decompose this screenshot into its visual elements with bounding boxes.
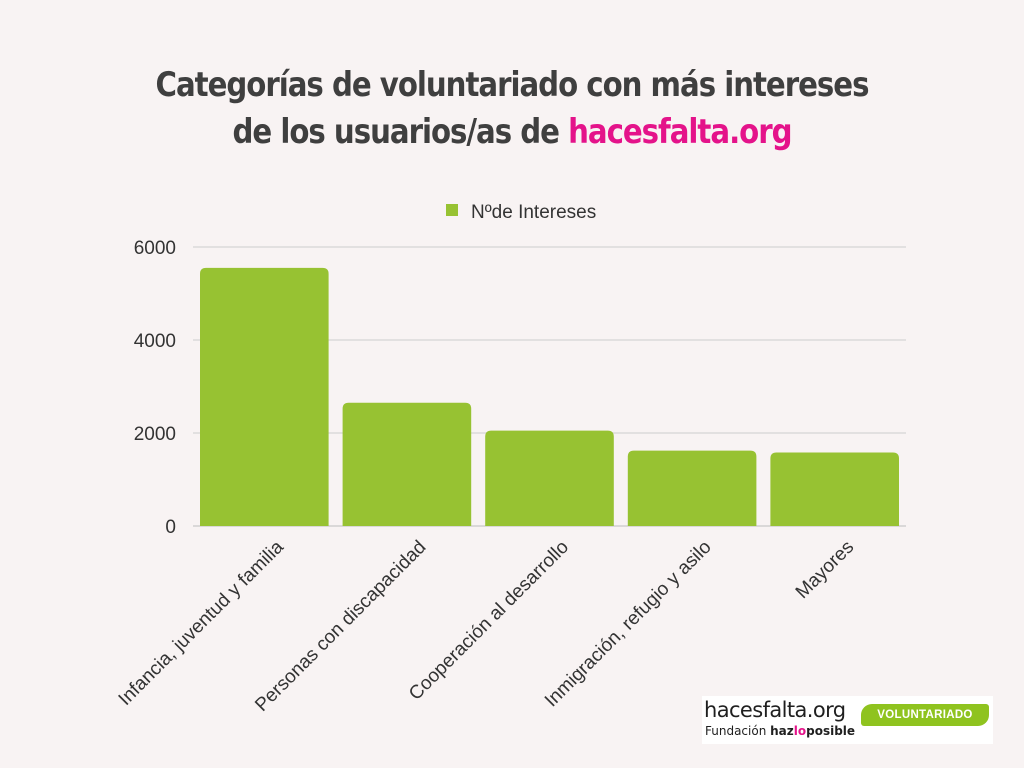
- hacesfalta-logo: hacesfalta.org Fundación hazloposible VO…: [702, 696, 993, 744]
- bar-2: [342, 402, 472, 526]
- logo-foundation: Fundación hazloposible: [705, 724, 855, 738]
- title-brand: hacesfalta.org: [568, 112, 792, 152]
- legend-swatch: [446, 204, 458, 216]
- x-tick-label: Mayores: [792, 537, 858, 603]
- y-tick-label: 4000: [134, 331, 176, 352]
- title-line-1: Categorías de voluntariado con más inter…: [155, 65, 870, 105]
- y-tick-label: 0: [165, 517, 176, 538]
- bar-3: [485, 430, 614, 526]
- x-tick-label: Infancia, juventud y familia: [115, 536, 288, 709]
- legend: Nºde Intereses: [446, 202, 596, 223]
- voluntariado-badge: VOLUNTARIADO: [861, 704, 989, 726]
- legend-label: Nºde Intereses: [471, 202, 596, 223]
- logo-foundation-prefix: Fundación: [705, 724, 771, 738]
- logo-name: hacesfalta.org: [704, 698, 846, 722]
- logo-foundation-name-1: haz: [770, 724, 794, 738]
- y-tick-label: 2000: [134, 424, 176, 445]
- bar-1: [200, 267, 329, 526]
- bars: [200, 267, 899, 526]
- bar-5: [770, 452, 899, 526]
- y-axis-ticks: 0 2000 4000 6000: [134, 238, 176, 538]
- x-tick-label: Cooperación al desarrollo: [405, 537, 573, 705]
- title-line-2-text: de los usuarios/as de: [232, 112, 569, 152]
- chart-title: Categorías de voluntariado con más inter…: [72, 62, 953, 156]
- x-tick-label: Personas con discapacidad: [251, 537, 430, 716]
- logo-foundation-name-2: lo: [793, 724, 807, 738]
- bar-4: [627, 450, 757, 526]
- title-line-2: de los usuarios/as de hacesfalta.org: [72, 109, 953, 156]
- logo-foundation-name-3: posible: [806, 724, 856, 738]
- x-tick-label: Inmigración, refugio y asilo: [541, 537, 716, 712]
- y-tick-label: 6000: [134, 238, 176, 259]
